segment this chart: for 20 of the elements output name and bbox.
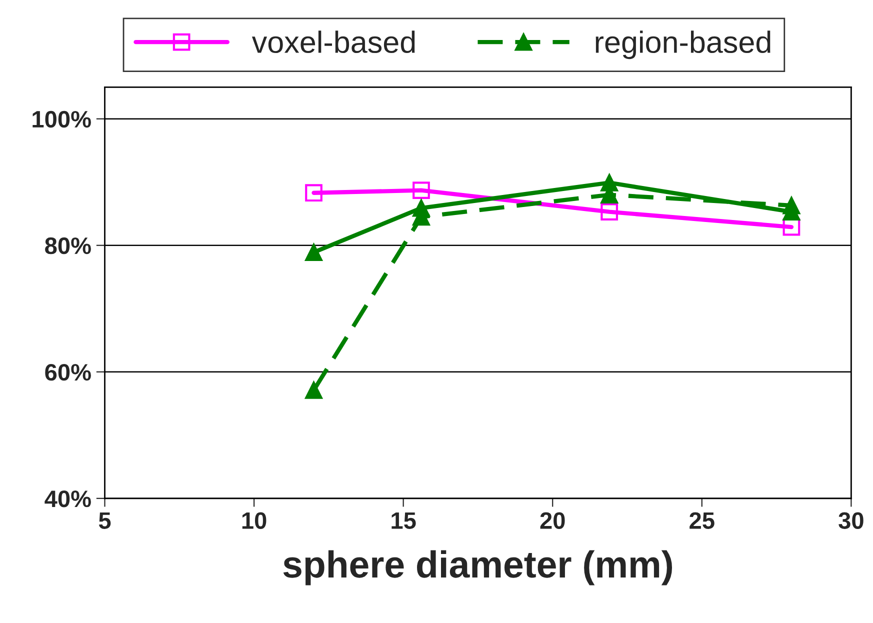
- legend-label: voxel-based: [252, 30, 415, 54]
- point: [782, 196, 800, 214]
- y-tick-label: 60%: [45, 364, 91, 381]
- point: [305, 382, 322, 399]
- y-tick-label: 80%: [45, 237, 91, 254]
- x-tick-label: 15: [392, 512, 416, 529]
- x-tick-label: 25: [690, 512, 714, 529]
- point: [412, 182, 430, 200]
- x-tick-label: 10: [242, 512, 266, 529]
- x-tick-label: 20: [540, 512, 565, 529]
- legend-label: region-based: [596, 30, 770, 60]
- point: [305, 244, 322, 262]
- y-tick-label: 40%: [44, 490, 91, 508]
- point: [600, 203, 618, 221]
- x-tick-label: 30: [838, 512, 864, 529]
- point: [782, 218, 800, 236]
- y-tick-label: 100%: [32, 110, 91, 128]
- point: [305, 184, 322, 202]
- x-axis-title: sphere diameter (mm): [283, 550, 672, 586]
- x-tick-label: 5: [98, 512, 111, 529]
